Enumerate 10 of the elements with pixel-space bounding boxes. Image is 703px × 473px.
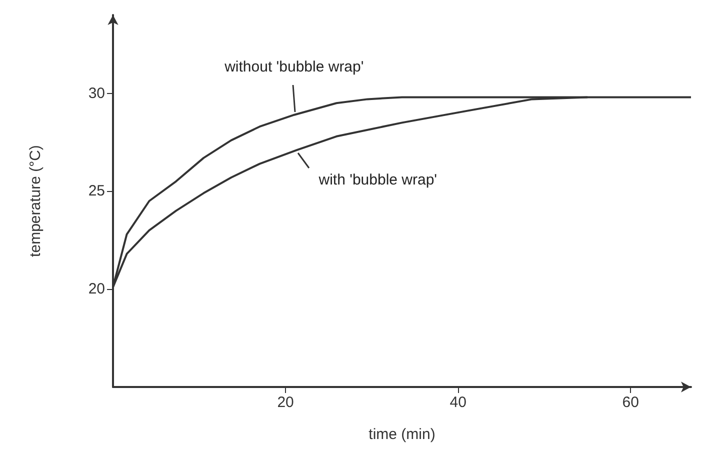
series-label: without 'bubble wrap' <box>224 58 364 76</box>
x-tick-label: 20 <box>277 394 294 411</box>
x-tick-label: 40 <box>450 394 466 411</box>
x-tick-label: 60 <box>622 394 639 411</box>
y-tick-label: 25 <box>88 182 105 200</box>
y-tick-label: 30 <box>88 84 105 102</box>
y-tick-label: 20 <box>88 280 105 298</box>
y-axis-title: temperature (°C) <box>27 145 44 257</box>
x-axis-title: time (min) <box>368 426 436 443</box>
series-label: with 'bubble wrap' <box>318 172 438 189</box>
